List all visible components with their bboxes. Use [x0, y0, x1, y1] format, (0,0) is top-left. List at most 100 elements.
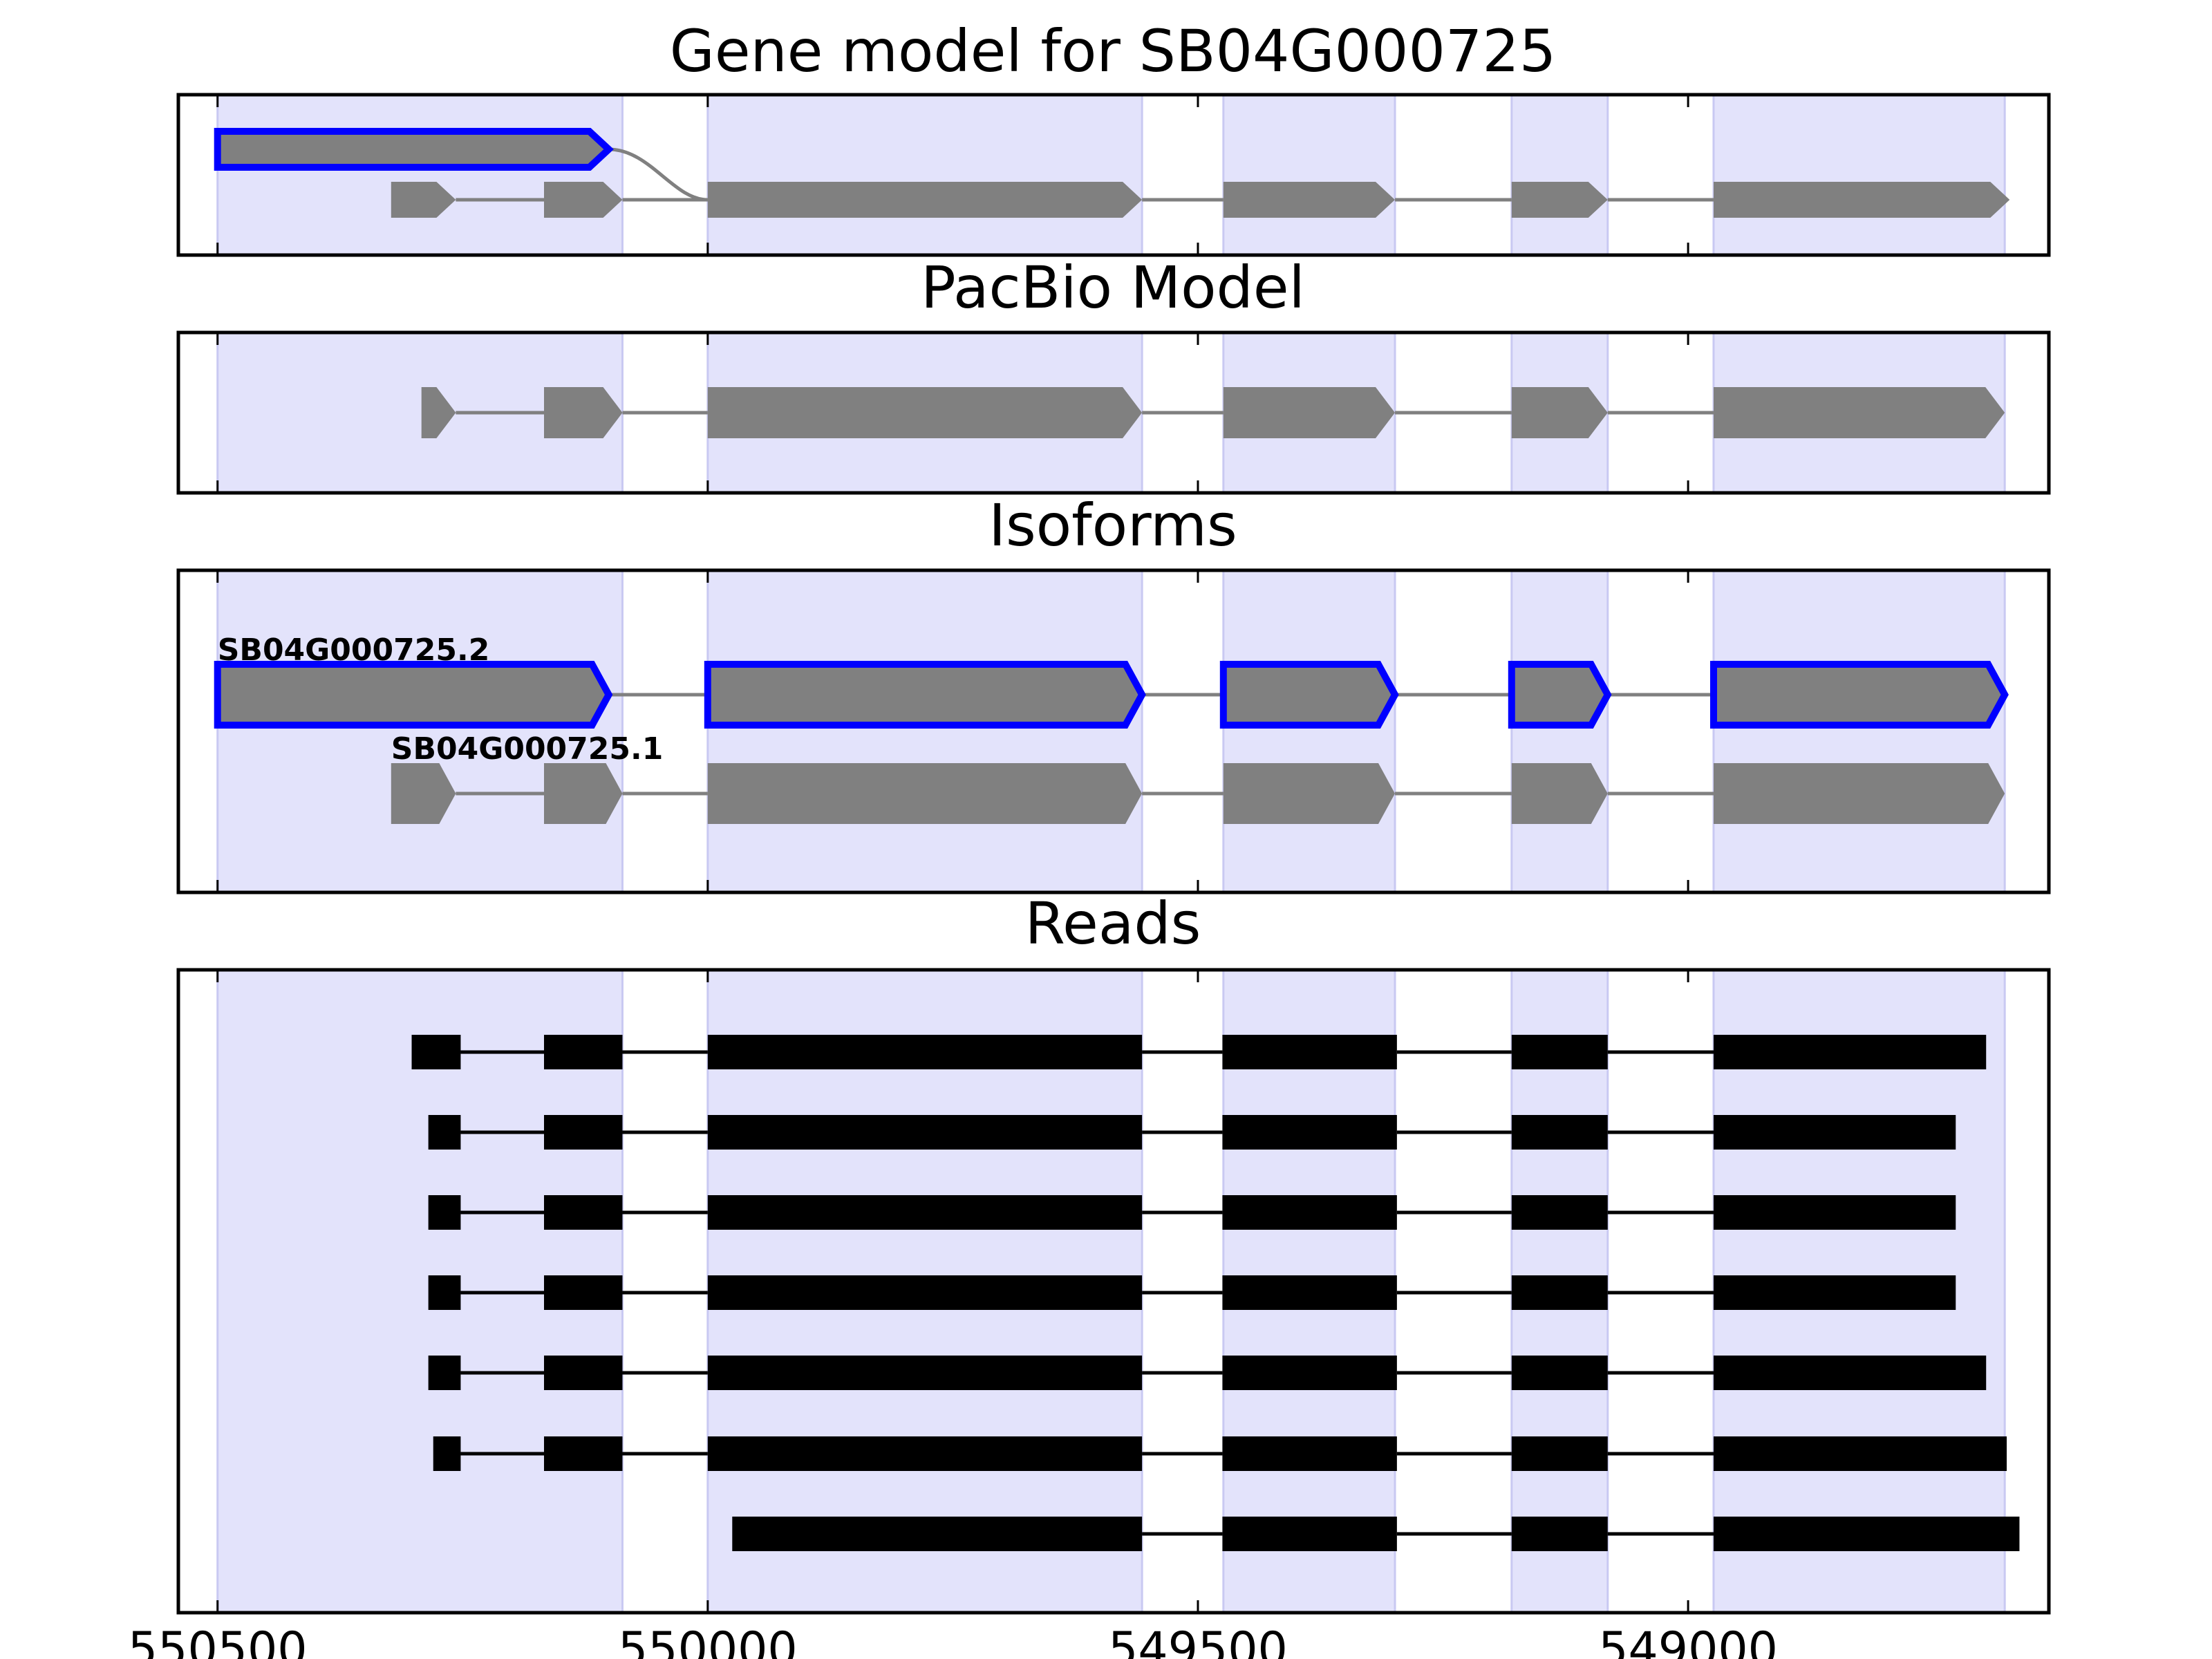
- junction-curve: [608, 147, 708, 202]
- selected-exon: [1710, 661, 2009, 729]
- read-block: [1222, 1356, 1397, 1390]
- exon-block: [1714, 763, 2005, 824]
- read-block: [1713, 1517, 2020, 1551]
- exon-block: [707, 182, 1143, 218]
- read-track: [732, 1517, 2020, 1551]
- read-block: [1713, 1436, 2007, 1471]
- read-block: [1713, 1195, 1956, 1230]
- read-block: [1511, 1356, 1608, 1390]
- transcript-track: SB04G000725.2: [214, 632, 2009, 729]
- selected-exon: [1219, 661, 1399, 729]
- x-tick-label: 549500: [1108, 1622, 1288, 1659]
- read-block: [1222, 1517, 1397, 1551]
- panel-reads: [176, 968, 2051, 1615]
- read-block: [428, 1275, 461, 1310]
- panel-gene-model: [176, 93, 2051, 257]
- read-block: [707, 1035, 1143, 1069]
- highlight-region: [216, 93, 624, 256]
- exon-block: [1714, 387, 2005, 438]
- read-block: [428, 1356, 461, 1390]
- selected-exon: [214, 128, 614, 171]
- read-block: [1222, 1115, 1397, 1150]
- transcript-track: [214, 128, 708, 202]
- panel-isoforms: SB04G000725.2 SB04G000725.1: [176, 568, 2051, 894]
- isoforms-title: Isoforms: [988, 491, 1237, 559]
- highlight-region: [1510, 569, 1609, 894]
- panel-frame: [176, 968, 2051, 1615]
- read-track: [428, 1356, 1987, 1390]
- read-block: [1222, 1275, 1397, 1310]
- transcript-track: SB04G000725.1: [391, 731, 2005, 824]
- read-block: [1713, 1115, 1956, 1150]
- read-block: [544, 1115, 623, 1150]
- exon-block: [1223, 387, 1395, 438]
- highlight-region: [1222, 569, 1396, 894]
- read-block: [433, 1436, 461, 1471]
- read-block: [1511, 1275, 1608, 1310]
- read-block: [707, 1436, 1143, 1471]
- read-block: [1713, 1035, 1987, 1069]
- x-axis: 550500 550000 549500 549000: [128, 1622, 1778, 1659]
- x-tick-label: 550000: [618, 1622, 798, 1659]
- reads-title: Reads: [1025, 890, 1201, 957]
- read-block: [1511, 1517, 1608, 1551]
- x-tick-label: 550500: [128, 1622, 308, 1659]
- highlight-region: [1712, 93, 2006, 256]
- read-block: [1713, 1275, 1956, 1310]
- highlight-region: [1712, 569, 2006, 894]
- exon-block: [1511, 182, 1608, 218]
- gene-model-title: Gene model for SB04G000725: [670, 17, 1556, 85]
- read-block: [428, 1195, 461, 1230]
- highlight-region: [1510, 93, 1609, 256]
- exon-block: [707, 387, 1143, 438]
- highlight-region: [1222, 93, 1396, 256]
- read-block: [707, 1275, 1143, 1310]
- read-block: [1222, 1035, 1397, 1069]
- highlight-region: [216, 569, 624, 894]
- read-block: [411, 1035, 461, 1069]
- read-block: [1222, 1436, 1397, 1471]
- read-block: [732, 1517, 1143, 1551]
- read-track: [428, 1195, 1956, 1230]
- read-block: [1511, 1115, 1608, 1150]
- read-block: [1222, 1195, 1397, 1230]
- read-track: [433, 1436, 2007, 1471]
- exon-block: [421, 387, 456, 438]
- exon-block: [1223, 182, 1395, 218]
- exon-block: [544, 387, 623, 438]
- read-block: [544, 1356, 623, 1390]
- exon-block: [1714, 182, 2010, 218]
- exon-block: [1223, 763, 1395, 824]
- read-track: [428, 1275, 1956, 1310]
- read-block: [707, 1195, 1143, 1230]
- read-block: [428, 1115, 461, 1150]
- exon-block: [544, 763, 623, 824]
- exon-block: [544, 182, 623, 218]
- selected-exon: [1508, 661, 1612, 729]
- read-block: [544, 1195, 623, 1230]
- exon-block: [707, 763, 1143, 824]
- exon-block: [1511, 763, 1608, 824]
- x-tick-label: 549000: [1598, 1622, 1778, 1659]
- read-track: [428, 1115, 1956, 1150]
- read-block: [1511, 1035, 1608, 1069]
- read-block: [707, 1356, 1143, 1390]
- isoform-label: SB04G000725.2: [218, 632, 490, 668]
- panel-pacbio-model: [176, 330, 2051, 495]
- isoform-label: SB04G000725.1: [391, 731, 664, 767]
- read-block: [544, 1436, 623, 1471]
- highlight-region: [706, 93, 1143, 256]
- highlight-region: [706, 569, 1143, 894]
- selected-exon: [214, 661, 613, 729]
- pacbio-model-title: PacBio Model: [921, 254, 1305, 321]
- exon-block: [391, 763, 456, 824]
- exon-block: [1511, 387, 1608, 438]
- read-block: [544, 1275, 623, 1310]
- read-block: [1511, 1195, 1608, 1230]
- read-block: [707, 1115, 1143, 1150]
- read-block: [1713, 1356, 1987, 1390]
- selected-exon: [704, 661, 1146, 729]
- panel-frame: [176, 330, 2051, 495]
- read-track: [411, 1035, 1987, 1069]
